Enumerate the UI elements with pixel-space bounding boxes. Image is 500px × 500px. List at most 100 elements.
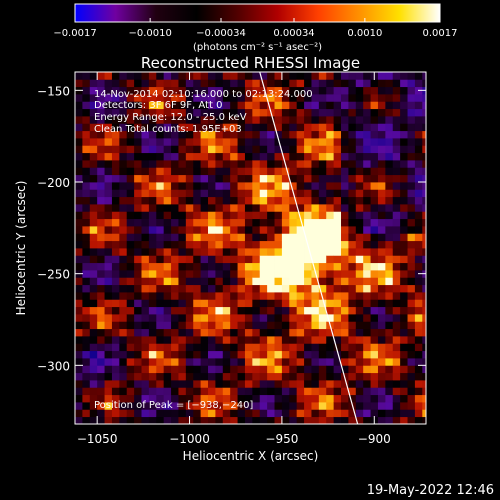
heatmap-cell — [244, 248, 253, 256]
heatmap-cell — [237, 138, 246, 146]
heatmap-cell — [156, 174, 165, 183]
heatmap-cell — [230, 248, 238, 256]
heatmap-cell — [193, 416, 202, 424]
heatmap-cell — [370, 123, 379, 132]
heatmap-cell — [370, 358, 379, 366]
heatmap-cell — [148, 138, 157, 146]
heatmap-cell — [237, 174, 246, 183]
heatmap-cell — [171, 299, 179, 308]
heatmap-cell — [281, 86, 290, 95]
heatmap-cell — [281, 336, 290, 344]
heatmap-cell — [141, 160, 150, 168]
heatmap-cell — [311, 277, 320, 286]
heatmap-cell — [318, 152, 327, 161]
heatmap-cell — [163, 189, 172, 198]
heatmap-cell — [304, 182, 312, 190]
heatmap-cell — [134, 189, 142, 198]
heatmap-cell — [185, 130, 194, 139]
heatmap-cell — [296, 108, 305, 117]
heatmap-cell — [274, 145, 283, 154]
heatmap-cell — [156, 189, 165, 198]
heatmap-cell — [82, 336, 91, 344]
heatmap-cell — [237, 160, 246, 168]
heatmap-cell — [252, 108, 261, 117]
heatmap-cell — [333, 145, 342, 154]
heatmap-cell — [326, 174, 335, 183]
heatmap-cell — [281, 365, 290, 374]
heatmap-cell — [171, 101, 179, 110]
heatmap-cell — [82, 365, 91, 374]
heatmap-cell — [104, 72, 113, 80]
heatmap-cell — [333, 277, 342, 286]
heatmap-cell — [304, 284, 312, 293]
heatmap-cell — [400, 130, 408, 139]
heatmap-cell — [126, 86, 135, 95]
heatmap-cell — [193, 123, 202, 132]
heatmap-cell — [119, 372, 128, 381]
heatmap-cell — [230, 284, 238, 293]
heatmap-cell — [267, 138, 275, 146]
heatmap-cell — [156, 343, 165, 352]
heatmap-cell — [355, 182, 364, 190]
heatmap-cell — [75, 358, 83, 366]
heatmap-cell — [407, 350, 416, 359]
heatmap-cell — [363, 284, 371, 293]
heatmap-cell — [252, 211, 261, 220]
heatmap-cell — [370, 328, 379, 337]
heatmap-cell — [355, 394, 364, 403]
heatmap-cell — [237, 79, 246, 88]
heatmap-cell — [392, 343, 401, 352]
heatmap-cell — [148, 255, 157, 264]
heatmap-cell — [341, 350, 349, 359]
heatmap-cell — [407, 240, 416, 249]
heatmap-cell — [348, 79, 357, 88]
heatmap-cell — [244, 277, 253, 286]
heatmap-cell — [363, 380, 371, 388]
heatmap-cell — [400, 108, 408, 117]
heatmap-cell — [208, 72, 216, 80]
heatmap-cell — [237, 240, 246, 249]
heatmap-cell — [230, 160, 238, 168]
heatmap-cell — [237, 94, 246, 102]
heatmap-cell — [407, 387, 416, 396]
heatmap-cell — [259, 152, 268, 161]
heatmap-cell — [267, 394, 275, 403]
heatmap-cell — [171, 365, 179, 374]
heatmap-cell — [119, 255, 128, 264]
heatmap-cell — [274, 387, 283, 396]
colorbar-tick-label: 0.0017 — [423, 28, 458, 39]
heatmap-cell — [348, 336, 357, 344]
heatmap-cell — [148, 174, 157, 183]
heatmap-cell — [267, 123, 275, 132]
heatmap-cell — [304, 145, 312, 154]
heatmap-cell — [230, 358, 238, 366]
heatmap-cell — [119, 204, 128, 212]
heatmap-cell — [274, 358, 283, 366]
heatmap-cell — [318, 123, 327, 132]
heatmap-cell — [392, 167, 401, 176]
heatmap-cell — [267, 277, 275, 286]
heatmap-cell — [348, 270, 357, 278]
heatmap-cell — [304, 409, 312, 418]
heatmap-cell — [208, 174, 216, 183]
heatmap-cell — [171, 321, 179, 330]
heatmap-cell — [392, 262, 401, 271]
heatmap-cell — [178, 116, 187, 124]
heatmap-cell — [252, 167, 261, 176]
heatmap-cell — [281, 321, 290, 330]
heatmap-cell — [370, 321, 379, 330]
heatmap-cell — [97, 218, 105, 227]
heatmap-cell — [134, 130, 142, 139]
colorbar-tick-label: 0.0010 — [347, 28, 382, 39]
heatmap-cell — [82, 196, 91, 205]
heatmap-cell — [326, 72, 335, 80]
heatmap-cell — [267, 255, 275, 264]
heatmap-cell — [82, 174, 91, 183]
heatmap-cell — [141, 86, 150, 95]
heatmap-cell — [111, 350, 120, 359]
heatmap-cell — [348, 145, 357, 154]
heatmap-cell — [185, 189, 194, 198]
heatmap-cell — [208, 79, 216, 88]
heatmap-cell — [281, 262, 290, 271]
